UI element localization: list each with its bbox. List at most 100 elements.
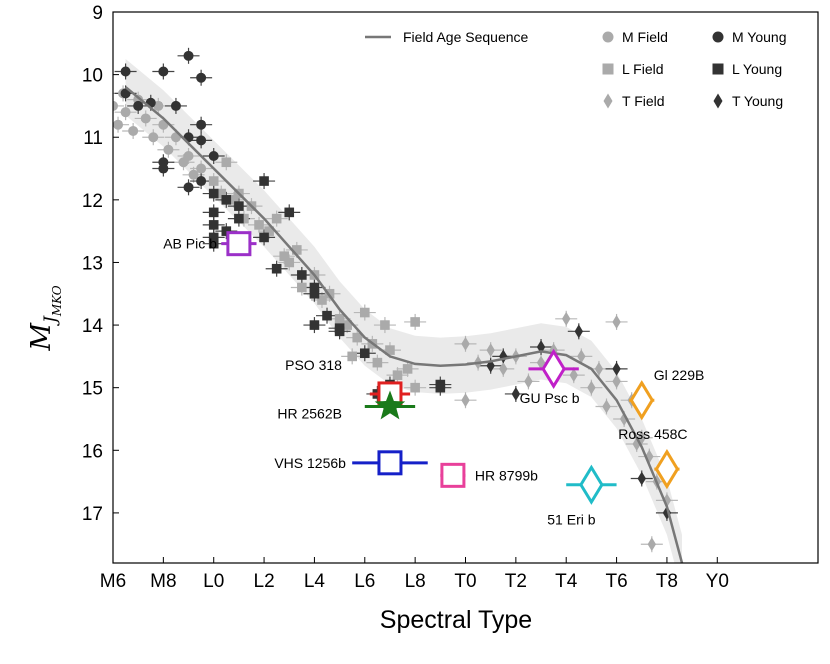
field-m-point-12 [188,169,199,180]
field-m-point-8 [163,144,174,155]
field-l-point-27 [410,382,420,393]
field-l-point-12 [292,245,302,255]
field-l-point-25 [402,364,413,374]
legend-t-young-swatch [713,93,723,109]
objects-layer [221,231,680,505]
ab-pic-b-marker [226,231,252,257]
young-l-point-1 [208,207,219,218]
field-t-point-0 [461,336,470,351]
field-l-point-2 [221,157,232,168]
young-t-point-4 [574,324,584,339]
young-l-point-11 [271,263,282,274]
x-tick-label-T8: T8 [656,571,678,592]
y-tick-label-10: 10 [82,66,103,87]
field-t-point-10 [569,368,578,383]
young-t-point-5 [612,361,621,376]
young-m-point-12 [183,182,194,193]
field-t-point-1 [461,393,470,408]
young-m-point-4 [196,119,207,130]
young-l-point-15 [309,288,320,299]
field-m-point-2 [120,107,131,118]
young-l-point-2 [208,220,219,230]
pso-318-label: PSO 318 [285,357,342,373]
field-l-point-29 [347,351,357,362]
51-eri-b-label: 51 Eri b [547,512,595,528]
sequence-band-layer [125,59,682,563]
young-t-point-6 [637,471,646,486]
field-t-point-14 [602,399,611,414]
y-tick-label-11: 11 [83,128,103,149]
x-tick-label-L4: L4 [304,571,326,592]
field-l-point-17 [334,314,345,324]
young-t-point-3 [536,340,546,354]
young-l-point-7 [234,201,244,211]
field-l-point-15 [317,295,327,305]
legend-m-young-label: M Young [732,29,787,45]
sequence-curve-layer [124,86,684,563]
field-m-point-13 [196,163,207,174]
field-l-point-11 [284,257,295,268]
x-tick-label-L0: L0 [203,571,224,592]
field-l-point-24 [392,370,403,380]
y-tick-label-14: 14 [82,316,104,337]
legend-l-field-swatch [602,63,614,75]
ross-458c-label: Ross 458C [618,426,687,442]
field-l-point-1 [216,188,227,199]
field-l-point-18 [342,320,352,330]
legend-t-field-label: T Field [622,93,665,109]
field-m-point-3 [128,125,139,136]
legend-field-age-sequence-label: Field Age Sequence [403,29,529,45]
gl-229b-marker [629,380,655,421]
legend-l-field-label: L Field [622,61,664,77]
young-l-point-8 [234,213,244,224]
field-l-point-3 [229,195,239,205]
field-l-point-26 [410,317,420,327]
51-eri-b-marker [579,464,604,505]
young-l-point-14 [309,282,320,293]
young-m-point-11 [158,163,169,174]
young-m-point-5 [120,88,131,99]
y-axis-title-main: M [26,322,57,352]
x-tick-label-Y0: Y0 [706,571,729,592]
young-l-point-0 [208,188,219,199]
y-tick-label-17: 17 [82,504,103,525]
y-axis-title-sub: J [41,315,61,326]
x-tick-label-L2: L2 [254,571,275,592]
young-l-point-13 [297,270,307,280]
field-l-point-10 [279,251,290,261]
young-l-point-18 [334,326,345,337]
field-l-point-7 [254,220,264,230]
young-l-point-3 [208,232,219,243]
y-tick-label-13: 13 [82,253,103,274]
legend-t-field-swatch [603,93,613,109]
young-l-point-23 [435,382,446,393]
young-m-point-3 [196,72,207,83]
sequence-band [125,59,682,563]
x-tick-label-L8: L8 [405,571,426,592]
field-t-point-13 [594,361,604,376]
young-m-point-13 [196,176,207,187]
hr-2562b-label: HR 2562B [277,405,342,421]
young-m-point-0 [120,66,131,77]
field-t-point-24 [632,437,641,451]
young-m-point-15 [196,135,207,146]
young-l-point-6 [221,226,232,236]
field-m-point-5 [140,113,151,124]
hr-8799b-label: HR 8799b [475,467,538,483]
field-t-point-12 [587,380,596,395]
field-t-point-7 [536,355,546,370]
field-t-point-15 [612,374,621,389]
young-m-point-6 [133,100,144,111]
field-t-point-4 [499,361,508,376]
vhs-1256b-label: VHS 1256b [274,455,346,471]
young-l-point-4 [208,238,219,249]
legend-l-young-swatch [712,63,724,75]
legend-t-young-label: T Young [732,93,783,109]
young-m-point-14 [208,151,219,162]
field-l-point-13 [297,282,307,293]
x-tick-label-T2: T2 [505,571,527,592]
field-l-point-9 [271,213,282,224]
young-l-point-10 [259,232,269,243]
gu-psc-b-marker [541,348,566,390]
